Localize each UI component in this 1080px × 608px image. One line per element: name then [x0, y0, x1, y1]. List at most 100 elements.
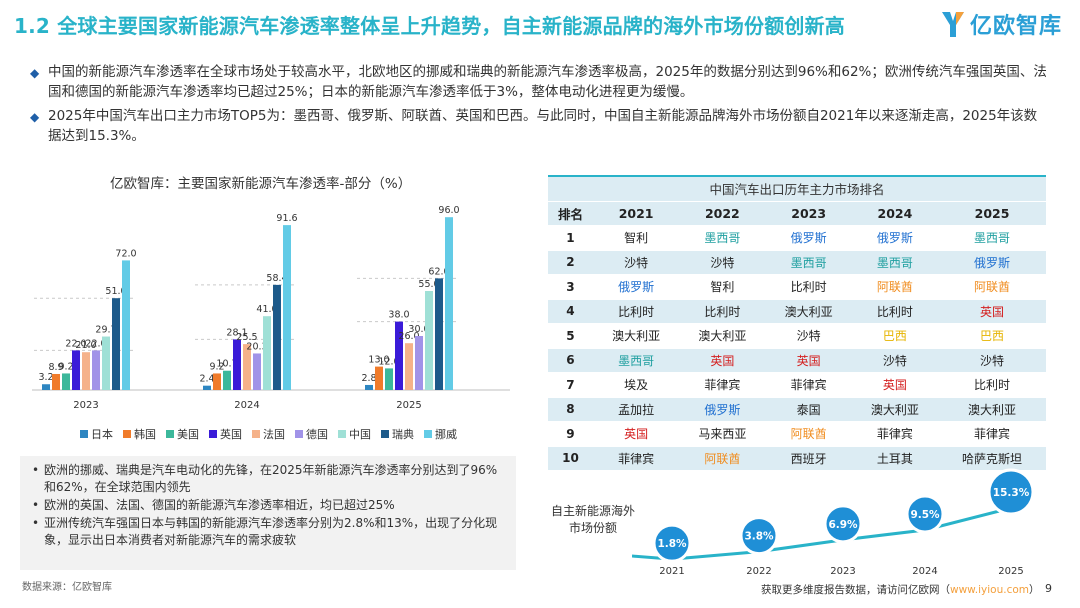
legend-item: 中国: [338, 426, 371, 442]
bar-value-label: 2.4: [199, 374, 214, 385]
legend-item: 韩国: [123, 426, 156, 442]
share-value-label: 1.8%: [657, 538, 687, 550]
country-cell: 菲律宾: [851, 421, 939, 447]
country-cell: 俄罗斯: [938, 250, 1046, 275]
country-cell: 英国: [765, 348, 852, 373]
bar: [42, 384, 50, 390]
table-header-cell: 2021: [592, 201, 680, 226]
bar-value-label: 58.4: [266, 273, 287, 284]
bar: [375, 366, 383, 390]
table-row: 7 埃及 菲律宾 菲律宾 英国 比利时: [548, 372, 1046, 398]
table-row: 10 菲律宾 阿联酋 西班牙 土耳其 哈萨克斯坦: [548, 446, 1046, 471]
legend-swatch: [295, 430, 303, 438]
bar-value-label: 28.1: [226, 327, 247, 338]
bar-value-label: 12.0: [378, 356, 399, 367]
bar: [62, 373, 70, 390]
page-number: 9: [1045, 582, 1052, 595]
legend-label: 中国: [349, 428, 371, 441]
legend-swatch: [80, 430, 88, 438]
share-year-label: 2022: [746, 566, 771, 577]
footer-note: 获取更多维度报告数据，请访问亿欧网（www.iyiou.com）: [761, 582, 1040, 597]
bar: [385, 368, 393, 390]
country-cell: 澳大利亚: [938, 397, 1046, 422]
bar: [243, 344, 251, 390]
table-header-cell: 排名: [548, 201, 593, 226]
share-year-label: 2024: [912, 566, 937, 577]
data-source: 数据来源：亿欧智库: [22, 582, 112, 593]
note-item: • 欧洲的挪威、瑞典是汽车电动化的先锋，在2025年新能源汽车渗透率分别达到了9…: [32, 462, 506, 496]
table-caption: 中国汽车出口历年主力市场排名: [548, 175, 1046, 202]
country-cell: 英国: [938, 299, 1046, 324]
table-row: 1 智利 墨西哥 俄罗斯 俄罗斯 墨西哥: [548, 225, 1046, 251]
legend-label: 法国: [263, 428, 285, 441]
share-value-label: 9.5%: [910, 509, 940, 521]
rank-cell: 6: [548, 348, 593, 373]
summary-bullet: ◆ 中国的新能源汽车渗透率在全球市场处于较高水平，北欧地区的挪威和瑞典的新能源汽…: [30, 62, 1050, 102]
country-cell: 智利: [679, 274, 766, 300]
legend-item: 英国: [209, 426, 242, 442]
country-cell: 土耳其: [851, 446, 939, 471]
share-point: [739, 516, 779, 556]
country-cell: 比利时: [851, 299, 939, 324]
note-text: 欧洲的英国、法国、德国的新能源汽车渗透率相近，均已超过25%: [44, 498, 395, 512]
x-tick-label: 2025: [396, 400, 421, 411]
legend-item: 日本: [80, 426, 113, 442]
diamond-icon: ◆: [30, 110, 40, 124]
note-text: 欧洲的挪威、瑞典是汽车电动化的先锋，在2025年新能源汽车渗透率分别达到了96%…: [44, 463, 498, 494]
share-point: [823, 504, 863, 544]
notes-box: • 欧洲的挪威、瑞典是汽车电动化的先锋，在2025年新能源汽车渗透率分别达到了9…: [20, 456, 516, 570]
bar: [122, 260, 130, 390]
legend-swatch: [166, 430, 174, 438]
penetration-bar-chart: 3.28.99.222.021.022.029.751.072.020232.4…: [32, 205, 510, 411]
country-cell: 墨西哥: [679, 225, 766, 251]
logo-text: 亿欧智库: [969, 14, 1062, 39]
table-row: 5 澳大利亚 澳大利亚 沙特 巴西 巴西: [548, 323, 1046, 349]
country-cell: 马来西亚: [679, 421, 766, 447]
country-cell: 巴西: [851, 323, 939, 349]
legend-item: 挪威: [424, 426, 457, 442]
bullet-dot-icon: •: [32, 463, 40, 477]
country-cell: 阿联酋: [679, 446, 766, 471]
country-cell: 比利时: [938, 372, 1046, 398]
legend-item: 美国: [166, 426, 199, 442]
diamond-icon: ◆: [30, 66, 40, 80]
bar: [395, 321, 403, 390]
legend-swatch: [424, 430, 432, 438]
bar-value-label: 9.2: [58, 361, 73, 372]
share-point: [652, 523, 692, 563]
page-title: 1.2 全球主要国家新能源汽车渗透率整体呈上升趋势，自主新能源品牌的海外市场份额…: [14, 14, 845, 38]
country-cell: 俄罗斯: [765, 225, 852, 251]
bar: [425, 291, 433, 390]
x-tick-label: 2023: [73, 400, 98, 411]
bar: [52, 373, 60, 390]
country-cell: 比利时: [592, 299, 680, 324]
bar-chart-title: 亿欧智库：主要国家新能源汽车渗透率-部分（%）: [110, 176, 412, 192]
rank-cell: 5: [548, 323, 593, 349]
x-tick-label: 2024: [234, 400, 259, 411]
country-cell: 哈萨克斯坦: [938, 446, 1046, 471]
table-header-cell: 2023: [765, 201, 852, 226]
country-cell: 阿联酋: [765, 421, 852, 447]
table-header-cell: 2022: [679, 201, 766, 226]
footer-link[interactable]: www.iyiou.com: [950, 584, 1030, 596]
bar: [253, 353, 261, 390]
rank-cell: 1: [548, 225, 593, 251]
summary-bullet-text: 2025年中国汽车出口主力市场TOP5为：墨西哥、俄罗斯、阿联酋、英国和巴西。与…: [48, 108, 1038, 144]
country-cell: 比利时: [679, 299, 766, 324]
rank-cell: 8: [548, 397, 593, 422]
bar-value-label: 29.7: [95, 325, 116, 336]
logo-icon: [941, 12, 964, 37]
summary-bullet: ◆ 2025年中国汽车出口主力市场TOP5为：墨西哥、俄罗斯、阿联酋、英国和巴西…: [30, 106, 1050, 146]
summary-bullet-text: 中国的新能源汽车渗透率在全球市场处于较高水平，北欧地区的挪威和瑞典的新能源汽车渗…: [48, 64, 1047, 100]
country-cell: 墨西哥: [938, 225, 1046, 251]
bar-value-label: 38.0: [388, 310, 409, 321]
table-row: 8 孟加拉 俄罗斯 泰国 澳大利亚 澳大利亚: [548, 397, 1046, 422]
bar-chart-legend: 日本 韩国 美国 英国 法国 德国 中国 瑞典 挪威: [80, 426, 457, 442]
bar: [273, 284, 281, 390]
bar-value-label: 96.0: [438, 205, 459, 216]
legend-swatch: [123, 430, 131, 438]
table-body: 1 智利 墨西哥 俄罗斯 俄罗斯 墨西哥 2 沙特 沙特 墨西哥 墨西哥 俄罗斯 3 俄罗斯 智利 比利时 阿联…: [548, 225, 1046, 471]
legend-label: 日本: [91, 428, 113, 441]
legend-label: 韩国: [134, 428, 156, 441]
